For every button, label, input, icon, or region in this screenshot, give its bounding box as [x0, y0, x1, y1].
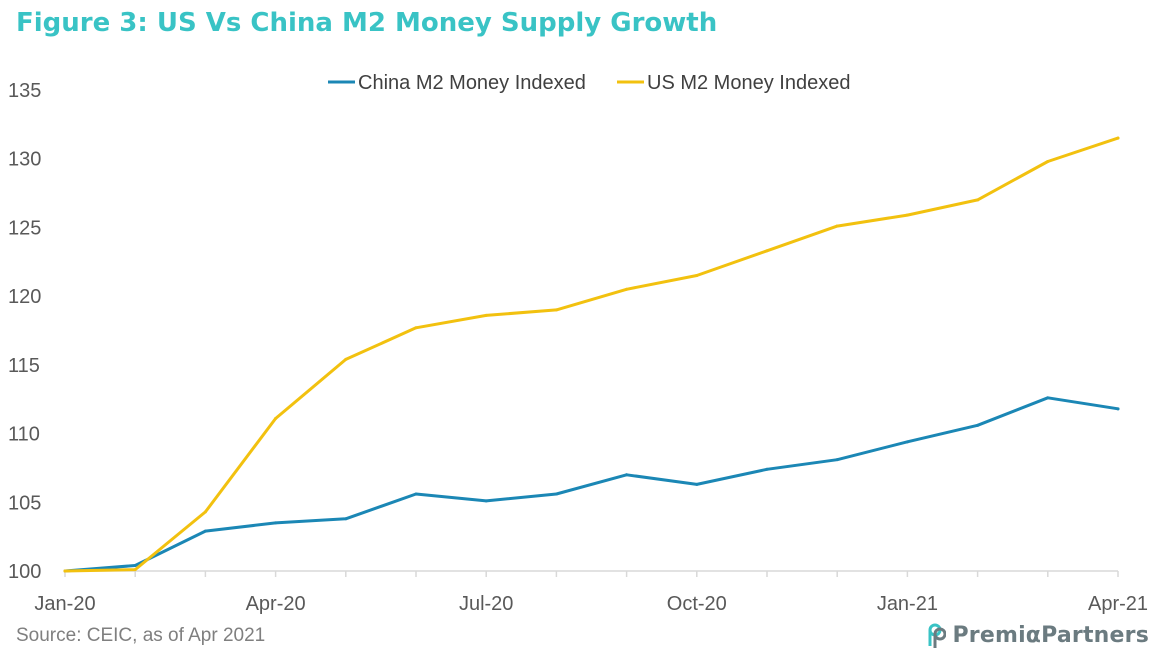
x-tick-label: Apr-20: [246, 593, 306, 615]
premia-logo-icon: [928, 623, 947, 648]
data-point: [344, 517, 348, 521]
brand-logo: PremiαPartners: [924, 622, 1149, 648]
series-line-us-m2: [63, 136, 1120, 573]
data-point: [554, 308, 558, 312]
y-tick-label: 125: [8, 217, 41, 239]
data-point: [414, 326, 418, 330]
data-point: [765, 249, 769, 253]
x-axis: Jan-20 Apr-20 Jul-20 Oct-20 Jan-21 Apr-21: [34, 570, 1148, 615]
x-tick-label: Jul-20: [459, 593, 513, 615]
y-tick-label: 110: [8, 424, 40, 446]
y-axis: 100 105 110 115 120 125 130 135: [8, 80, 41, 583]
data-point: [133, 568, 137, 572]
data-point: [905, 440, 909, 444]
y-tick-label: 100: [8, 561, 41, 583]
source-note: Source: CEIC, as of Apr 2021: [16, 625, 266, 646]
data-point: [484, 499, 488, 503]
data-point: [133, 564, 137, 568]
data-point: [484, 313, 488, 317]
data-point: [414, 492, 418, 496]
data-point: [625, 473, 629, 477]
data-point: [1116, 407, 1120, 411]
data-point: [835, 224, 839, 228]
data-point: [274, 416, 278, 420]
data-point: [1116, 136, 1120, 140]
x-tick-label: Apr-21: [1088, 593, 1148, 615]
legend: China M2 Money Indexed US M2 Money Indexe…: [328, 72, 850, 94]
data-point: [554, 492, 558, 496]
data-point: [203, 529, 207, 533]
legend-label: China M2 Money Indexed: [358, 72, 586, 94]
x-tick-label: Oct-20: [667, 593, 727, 615]
data-point: [625, 287, 629, 291]
x-tick-label: Jan-20: [34, 593, 95, 615]
data-point: [203, 510, 207, 514]
data-point: [765, 467, 769, 471]
series-lines: [63, 136, 1120, 573]
data-point: [274, 521, 278, 525]
y-tick-label: 120: [8, 286, 41, 308]
figure-title: Figure 3: US Vs China M2 Money Supply Gr…: [16, 8, 718, 38]
data-point: [63, 569, 67, 573]
data-point: [835, 458, 839, 462]
data-point: [1046, 396, 1050, 400]
data-point: [1046, 159, 1050, 163]
data-point: [976, 198, 980, 202]
data-point: [695, 482, 699, 486]
y-tick-label: 105: [8, 492, 41, 514]
data-point: [344, 357, 348, 361]
y-tick-label: 130: [8, 149, 41, 171]
legend-label: US M2 Money Indexed: [647, 72, 850, 94]
data-point: [976, 423, 980, 427]
series-line-china-m2: [63, 396, 1120, 573]
x-tick-label: Jan-21: [877, 593, 938, 615]
brand-name: PremiαPartners: [952, 622, 1149, 648]
y-tick-label: 115: [8, 355, 40, 377]
y-tick-label: 135: [8, 80, 41, 102]
data-point: [905, 213, 909, 217]
data-point: [695, 274, 699, 278]
